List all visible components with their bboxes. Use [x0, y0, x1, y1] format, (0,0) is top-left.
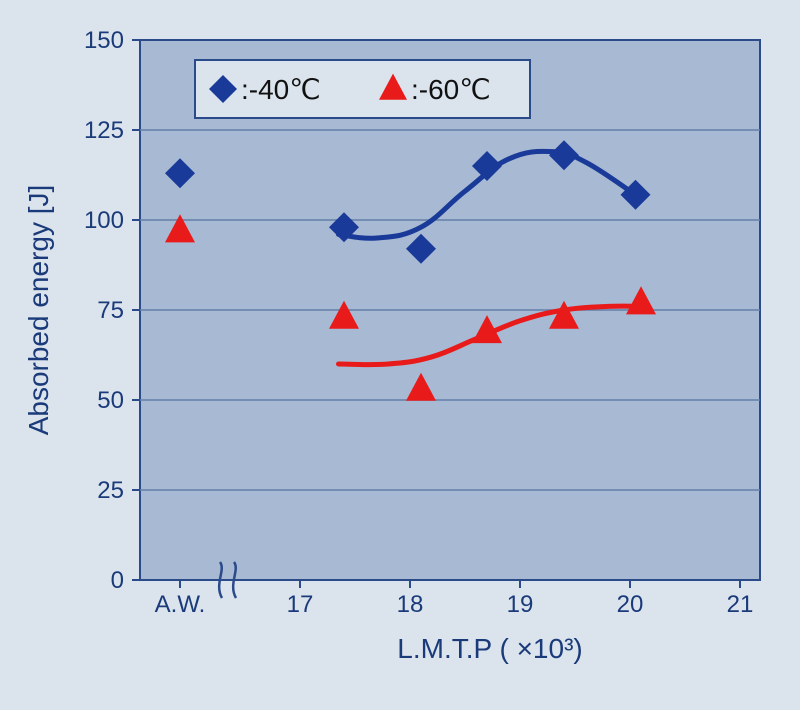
x-axis-label: L.M.T.P ( ×10³)	[397, 633, 582, 664]
ytick-label: 25	[97, 477, 124, 504]
xtick-label: 19	[507, 591, 534, 618]
xtick-label: 21	[727, 591, 754, 618]
xtick-label: 20	[617, 591, 644, 618]
ytick-label: 100	[84, 207, 124, 234]
ytick-label: 0	[111, 567, 124, 594]
ytick-label: 150	[84, 27, 124, 54]
legend-label: :-60℃	[411, 74, 491, 105]
xtick-label: 17	[287, 591, 314, 618]
legend-label: :-40℃	[241, 74, 321, 105]
xtick-label-aw: A.W.	[155, 591, 206, 618]
y-axis-label: Absorbed energy [J]	[23, 185, 54, 436]
xtick-label: 18	[397, 591, 424, 618]
ytick-label: 75	[97, 297, 124, 324]
chart-svg: 0 25 50 75 100 125 150 A.W. 17 18 19 20 21 Absorbed e…	[0, 0, 800, 710]
chart-container: 0 25 50 75 100 125 150 A.W. 17 18 19 20 21 Absorbed e…	[0, 0, 800, 710]
ytick-label: 50	[97, 387, 124, 414]
ytick-label: 125	[84, 117, 124, 144]
